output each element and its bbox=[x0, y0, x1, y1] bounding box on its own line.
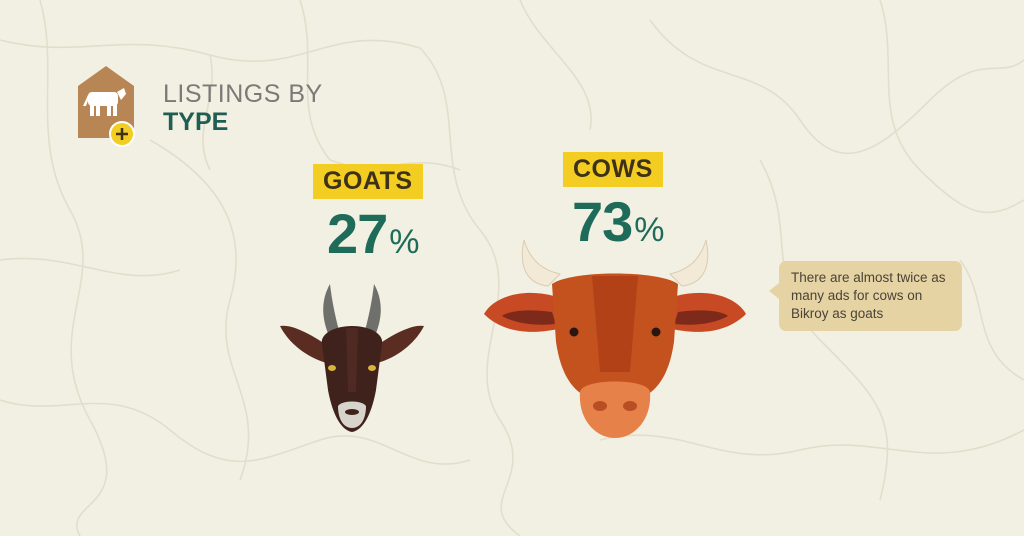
heading-line-2: TYPE bbox=[163, 108, 229, 136]
percent-goats-value: 27 bbox=[327, 202, 388, 265]
annotation-callout: There are almost twice as many ads for c… bbox=[769, 261, 962, 331]
category-label-cows: COWS bbox=[563, 152, 663, 187]
category-label-goats: GOATS bbox=[313, 164, 423, 199]
percent-cows-unit: % bbox=[634, 211, 664, 249]
percent-cows: 73% bbox=[572, 194, 665, 250]
heading-line-1: LISTINGS BY bbox=[163, 80, 323, 108]
cow-head-icon bbox=[484, 239, 746, 438]
percent-goats: 27% bbox=[327, 206, 420, 262]
percent-cows-value: 73 bbox=[572, 190, 633, 253]
logo-cow-tag-icon bbox=[78, 66, 135, 147]
section-heading: LISTINGS BY TYPE bbox=[163, 82, 323, 135]
percent-goats-unit: % bbox=[389, 223, 419, 261]
goat-head-icon bbox=[280, 284, 424, 432]
